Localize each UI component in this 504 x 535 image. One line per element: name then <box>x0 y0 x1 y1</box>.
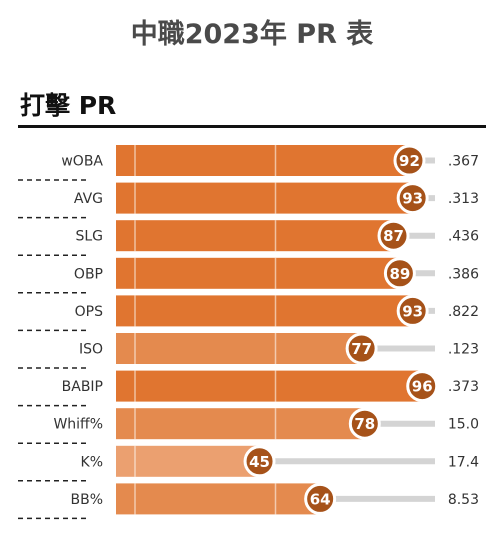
percentile-badge-8 <box>243 445 276 478</box>
bar-0 <box>116 145 410 176</box>
percentile-value-3: 89 <box>389 265 410 283</box>
category-label-0: wOBA <box>61 154 103 170</box>
percentile-badge-7 <box>348 407 381 440</box>
category-label-6: BABIP <box>62 379 103 395</box>
stat-value-6: .373 <box>448 379 479 395</box>
percentile-badge-3 <box>383 257 416 290</box>
bar-2 <box>116 220 394 252</box>
category-label-4: OPS <box>75 304 103 320</box>
section-title: 打擊 PR <box>20 91 117 120</box>
bar-7 <box>116 408 365 440</box>
percentile-badge-2 <box>377 219 410 252</box>
percentile-badge-1 <box>396 182 429 215</box>
category-label-8: K% <box>81 454 103 470</box>
percentile-value-1: 93 <box>402 190 423 208</box>
stat-value-9: 8.53 <box>448 492 479 508</box>
percentile-badge-0 <box>393 144 426 177</box>
percentile-badge-4 <box>396 294 429 327</box>
percentile-value-5: 77 <box>351 340 372 358</box>
percentile-value-4: 93 <box>402 302 423 320</box>
percentile-value-9: 64 <box>310 490 331 508</box>
category-label-2: SLG <box>75 229 103 245</box>
percentile-badge-9 <box>304 482 337 515</box>
percentile-value-7: 78 <box>354 415 375 433</box>
bar-1 <box>116 182 413 214</box>
category-label-5: ISO <box>79 342 103 358</box>
category-label-9: BB% <box>70 492 103 508</box>
percentile-value-2: 87 <box>383 227 404 245</box>
bar-3 <box>116 257 400 289</box>
stat-value-2: .436 <box>448 229 479 245</box>
stat-value-3: .386 <box>448 266 479 282</box>
bar-5 <box>116 333 362 364</box>
category-label-3: OBP <box>74 266 103 282</box>
stat-value-8: 17.4 <box>448 454 479 470</box>
category-label-7: Whiff% <box>53 417 103 433</box>
stat-value-5: .123 <box>448 342 479 358</box>
bar-8 <box>116 445 260 477</box>
section-rule <box>18 125 486 128</box>
stat-value-0: .367 <box>448 154 479 170</box>
percentile-badge-6 <box>406 370 439 403</box>
bar-6 <box>116 370 423 402</box>
bar-9 <box>116 483 321 515</box>
bar-4 <box>116 295 413 327</box>
stat-value-4: .822 <box>448 304 479 320</box>
percentile-value-8: 45 <box>249 453 270 471</box>
stat-value-1: .313 <box>448 191 479 207</box>
percentile-value-0: 92 <box>399 152 420 170</box>
chart-title: 中職2023年 PR 表 <box>130 19 374 50</box>
percentile-badge-5 <box>345 332 378 365</box>
category-label-1: AVG <box>74 191 103 207</box>
percentile-value-6: 96 <box>412 378 433 396</box>
stat-value-7: 15.0 <box>448 417 479 433</box>
